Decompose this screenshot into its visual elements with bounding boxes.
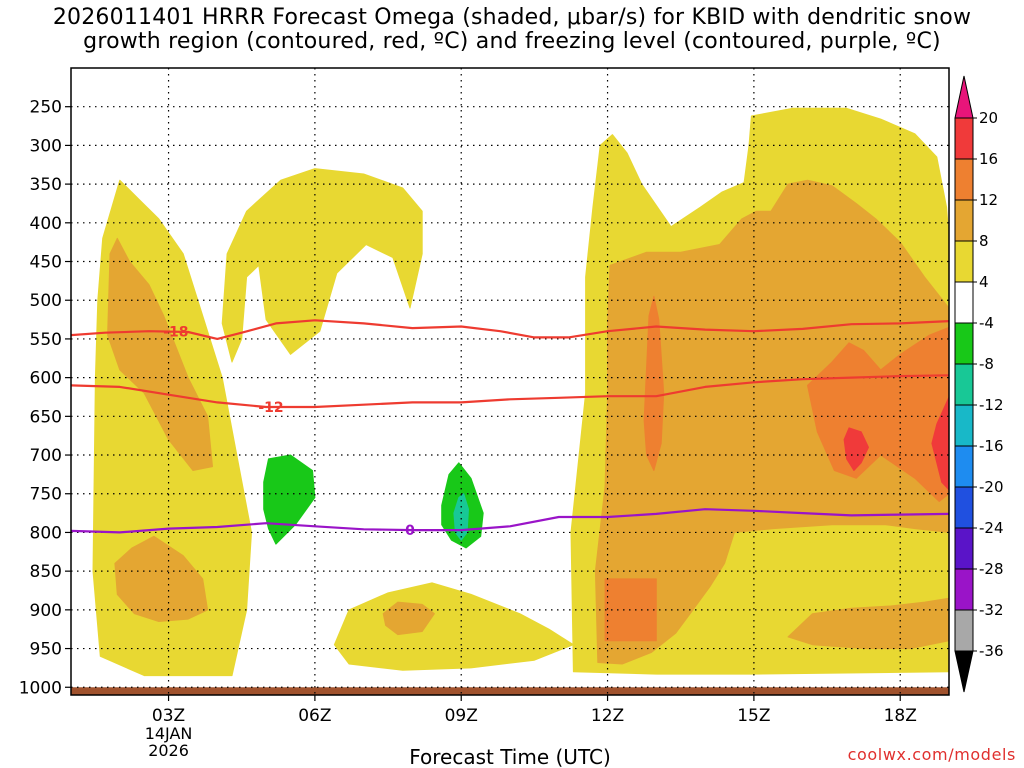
colorbar-label-14: -36 bbox=[979, 642, 1004, 660]
colorbar-swatch-4 bbox=[954, 240, 974, 283]
colorbar-label-10: -20 bbox=[979, 478, 1004, 496]
colorbar-swatch-10 bbox=[954, 486, 974, 529]
omega-8-sw bbox=[114, 535, 209, 622]
y-tick-label-250: 250 bbox=[30, 98, 62, 118]
omega-neg8 bbox=[453, 493, 469, 541]
x-tick-label-12Z: 12Z bbox=[591, 706, 624, 726]
colorbar-label-4: 8 bbox=[979, 232, 989, 250]
x-tick-label-03Z: 03Z bbox=[152, 706, 185, 726]
omega-8-west bbox=[107, 237, 213, 471]
colorbar-swatch-8 bbox=[954, 404, 974, 447]
chart-title: 2026011401 HRRR Forecast Omega (shaded, … bbox=[0, 6, 1024, 54]
grid-layer bbox=[71, 68, 949, 695]
contour-label-layer: -18 -12 0 bbox=[163, 325, 415, 539]
y-tick-label-850: 850 bbox=[30, 562, 62, 582]
dgz-contour-2-label: -12 bbox=[258, 400, 283, 416]
y-tick-label-1000: 1000 bbox=[19, 678, 62, 698]
omega-12-lower bbox=[604, 578, 657, 642]
y-tick-label-300: 300 bbox=[30, 136, 62, 156]
colorbar-swatch-1 bbox=[954, 117, 974, 160]
colorbar: 20 16 12 8 4 -4 -8 -12 -16 -20 -24 -28 -32 -36 bbox=[954, 75, 1004, 693]
colorbar-swatch-9 bbox=[954, 445, 974, 488]
x-tick-label-18Z: 18Z bbox=[884, 706, 917, 726]
colorbar-swatch-11 bbox=[954, 527, 974, 570]
colorbar-swatch-12 bbox=[954, 568, 974, 611]
x-date-label-1: 14JAN bbox=[145, 724, 193, 743]
y-tick-label-800: 800 bbox=[30, 523, 62, 543]
omega-8-east bbox=[594, 179, 949, 665]
y-tick-label-650: 650 bbox=[30, 407, 62, 427]
omega-12-narrow bbox=[643, 295, 665, 471]
dgz-contour-2 bbox=[71, 374, 949, 409]
x-axis-title: Forecast Time (UTC) bbox=[409, 745, 611, 768]
contour-layer bbox=[71, 319, 949, 534]
colorbar-label-9: -16 bbox=[979, 437, 1004, 455]
y-axis: 250 300 350 400 450 500 550 600 650 700 750 800 850 9… bbox=[19, 98, 71, 698]
chart-title-line-2: growth region (contoured, red, ºC) and f… bbox=[83, 29, 941, 54]
omega-neg4-a bbox=[263, 454, 316, 545]
colorbar-label-7: -8 bbox=[979, 355, 994, 373]
y-tick-label-700: 700 bbox=[30, 446, 62, 466]
colorbar-swatch-2 bbox=[954, 158, 974, 201]
omega-16-b bbox=[931, 396, 949, 491]
plot-frame bbox=[70, 67, 950, 696]
colorbar-label-8: -12 bbox=[979, 396, 1004, 414]
credit-text: coolwx.com/models bbox=[847, 745, 1016, 764]
x-tick-label-15Z: 15Z bbox=[737, 706, 770, 726]
colorbar-label-5: 4 bbox=[979, 273, 989, 291]
dgz-contour-1-label: -18 bbox=[163, 325, 188, 341]
colorbar-label-3: 12 bbox=[979, 191, 998, 209]
x-date-label-2: 2026 bbox=[148, 741, 189, 760]
chart-title-line-1: 2026011401 HRRR Forecast Omega (shaded, … bbox=[52, 5, 972, 30]
y-tick-label-600: 600 bbox=[30, 369, 62, 389]
y-tick-label-750: 750 bbox=[30, 485, 62, 505]
colorbar-label-1: 20 bbox=[979, 109, 998, 127]
colorbar-swatch-7 bbox=[954, 363, 974, 406]
omega-16-a bbox=[843, 427, 869, 471]
y-tick-label-950: 950 bbox=[30, 640, 62, 660]
y-tick-label-400: 400 bbox=[30, 214, 62, 234]
colorbar-label-11: -24 bbox=[979, 519, 1004, 537]
omega-12-east bbox=[807, 326, 949, 502]
omega-8-se bbox=[787, 597, 949, 650]
colorbar-top-arrow bbox=[954, 75, 974, 119]
y-tick-label-500: 500 bbox=[30, 291, 62, 311]
colorbar-swatch-6 bbox=[954, 322, 974, 365]
y-tick-label-350: 350 bbox=[30, 175, 62, 195]
omega-shading-layer bbox=[92, 107, 949, 677]
colorbar-label-12: -28 bbox=[979, 560, 1004, 578]
ground-band bbox=[71, 687, 949, 695]
x-tick-label-09Z: 09Z bbox=[445, 706, 478, 726]
colorbar-swatch-13 bbox=[954, 609, 974, 652]
y-tick-label-450: 450 bbox=[30, 253, 62, 273]
colorbar-label-6: -4 bbox=[979, 314, 994, 332]
omega-4-low-band bbox=[333, 582, 574, 671]
colorbar-bottom-arrow bbox=[954, 650, 974, 693]
colorbar-label-2: 16 bbox=[979, 150, 998, 168]
colorbar-label-13: -32 bbox=[979, 601, 1004, 619]
dgz-contour-1 bbox=[71, 319, 949, 340]
freezing-level-contour bbox=[71, 508, 949, 534]
colorbar-swatch-3 bbox=[954, 199, 974, 242]
ground-layer bbox=[71, 687, 949, 695]
y-tick-label-900: 900 bbox=[30, 601, 62, 621]
freezing-level-contour-label: 0 bbox=[405, 523, 415, 539]
colorbar-swatch-5 bbox=[954, 281, 974, 324]
x-tick-label-06Z: 06Z bbox=[298, 706, 331, 726]
omega-4-arch bbox=[221, 168, 423, 363]
y-tick-label-550: 550 bbox=[30, 330, 62, 350]
